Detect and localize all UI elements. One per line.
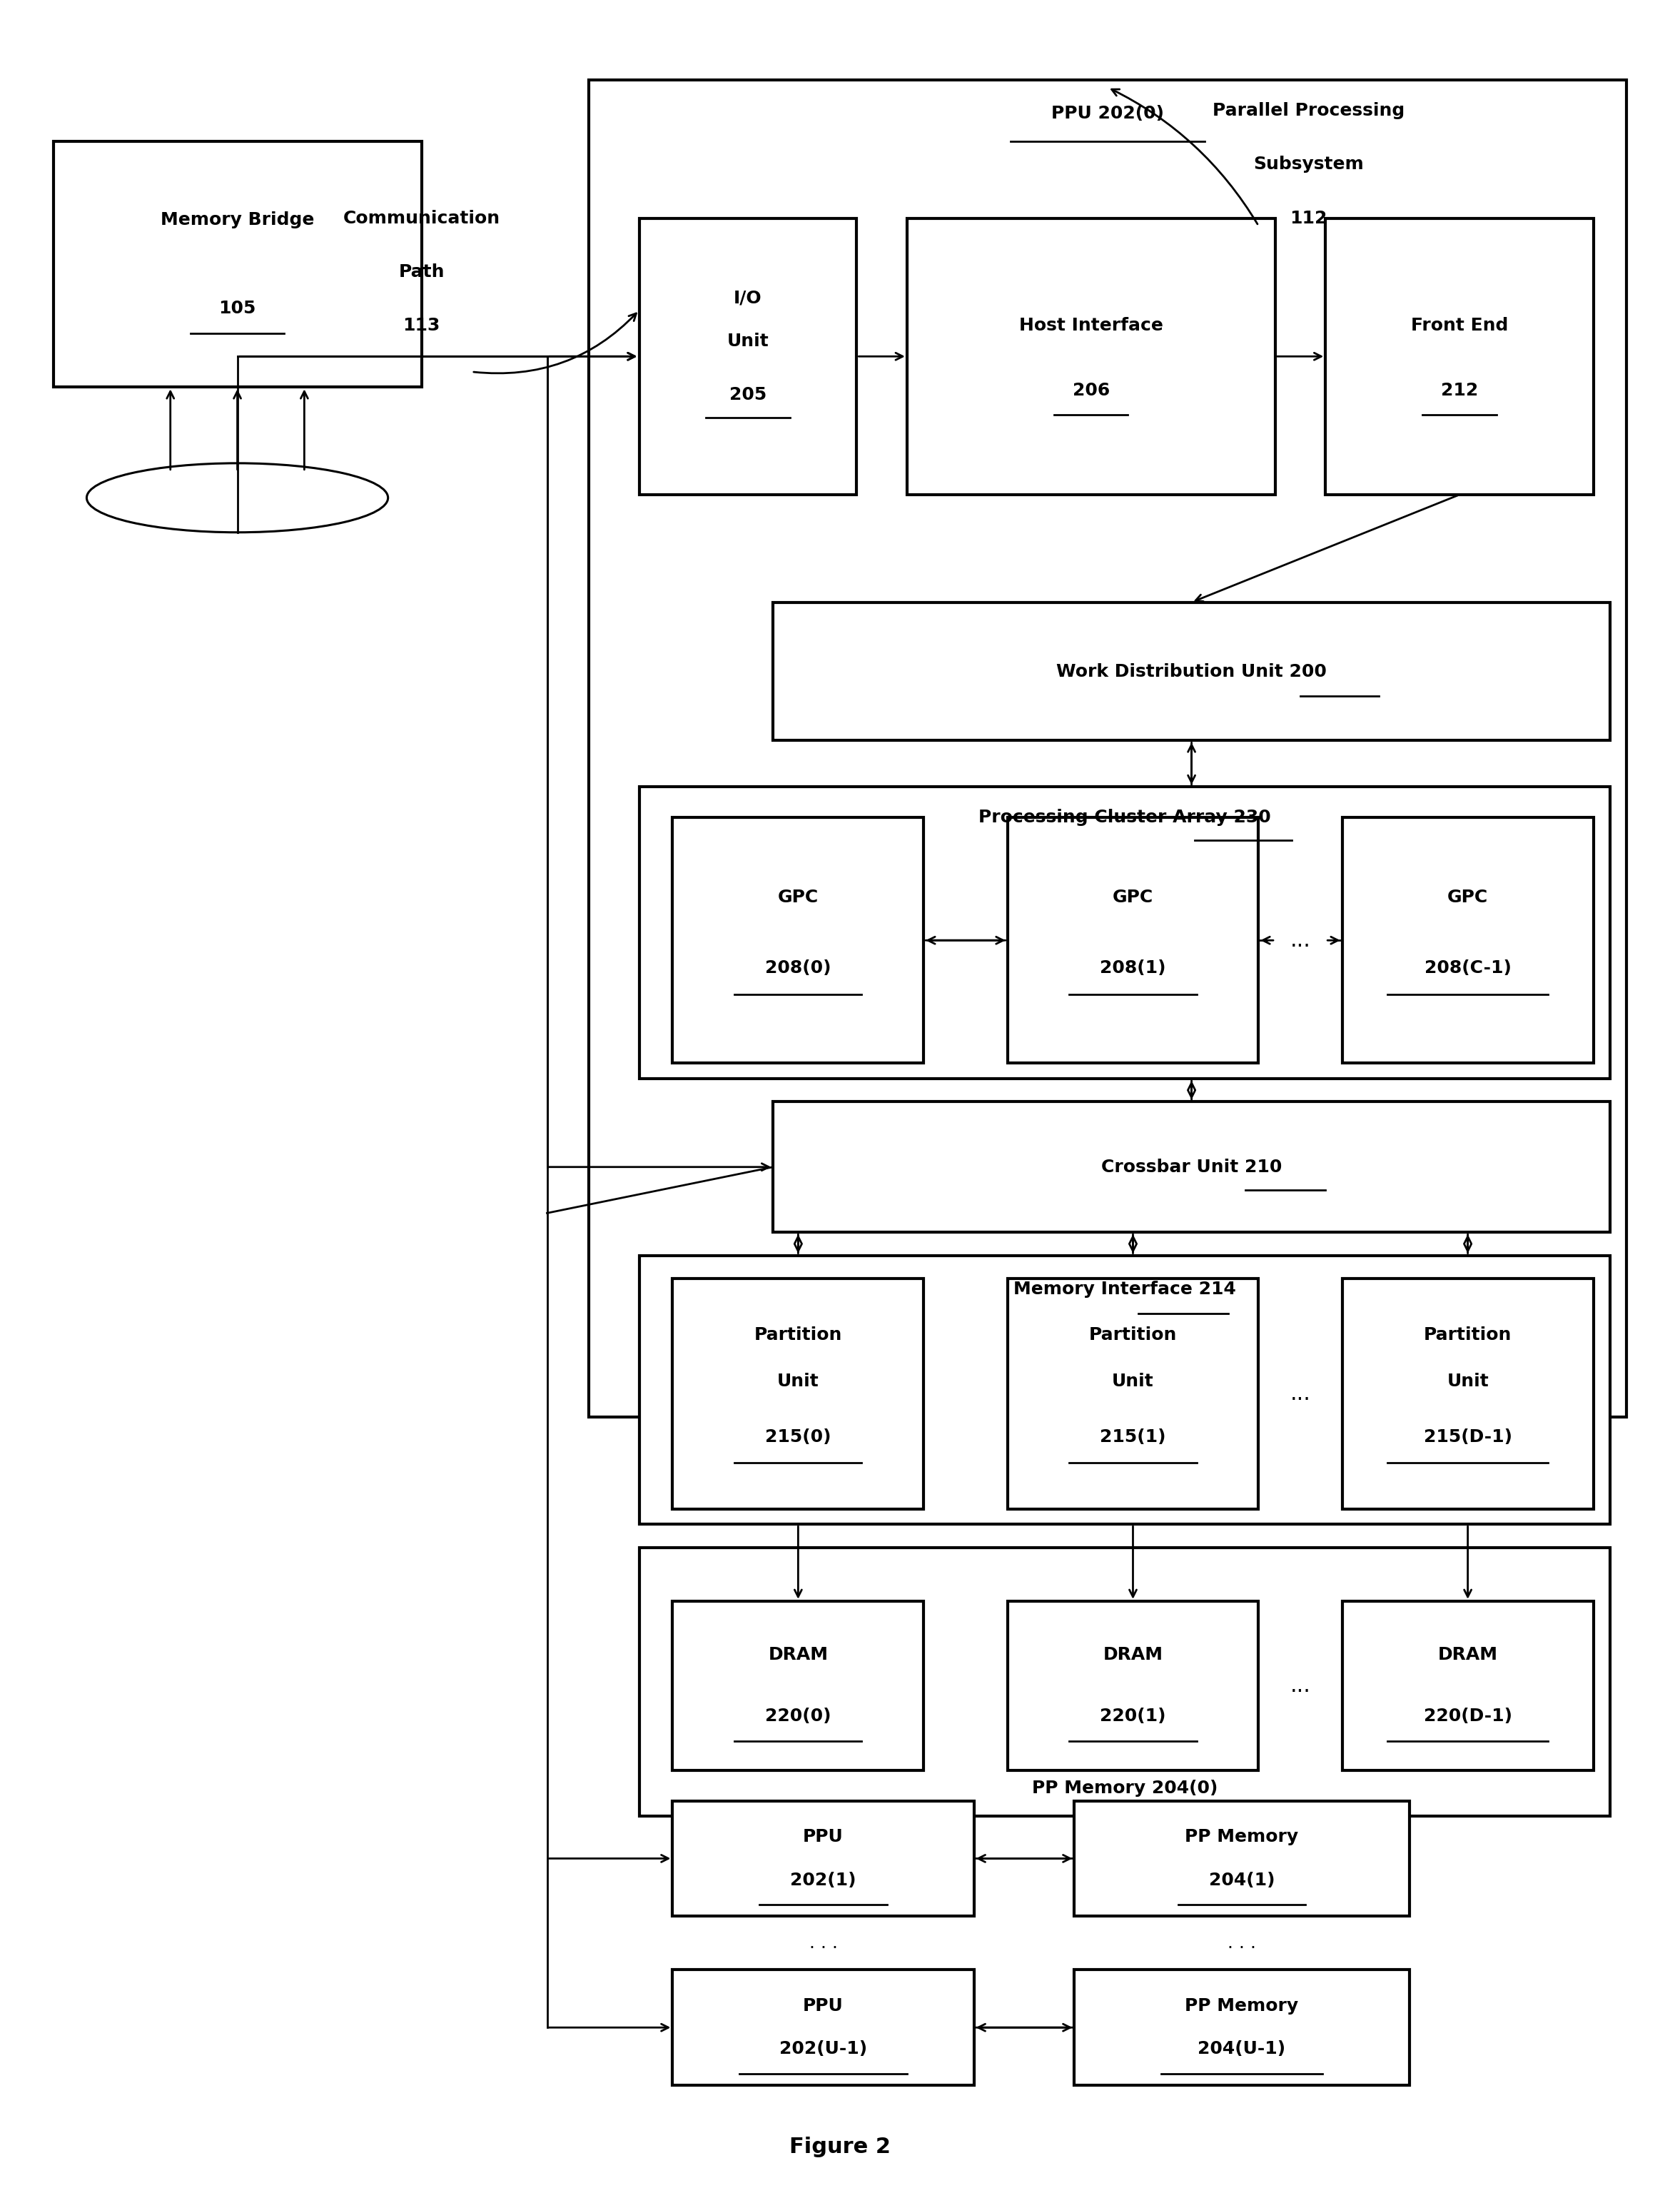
FancyBboxPatch shape [1075, 1969, 1410, 2085]
Text: 113: 113 [403, 317, 440, 335]
Text: PPU 202(0): PPU 202(0) [1052, 105, 1164, 123]
Text: 220(1): 220(1) [1100, 1709, 1166, 1724]
Text: . . .: . . . [1228, 1934, 1257, 1952]
FancyBboxPatch shape [672, 1602, 924, 1770]
Text: DRAM: DRAM [768, 1645, 828, 1663]
Text: 220(0): 220(0) [764, 1709, 832, 1724]
Text: 215(1): 215(1) [1100, 1429, 1166, 1446]
Text: Memory Bridge: Memory Bridge [161, 212, 314, 228]
FancyBboxPatch shape [1075, 1801, 1410, 1917]
Text: Unit: Unit [1112, 1372, 1154, 1389]
Text: 204(U-1): 204(U-1) [1198, 2041, 1285, 2057]
Text: 212: 212 [1441, 381, 1478, 398]
Text: 105: 105 [218, 300, 255, 317]
Text: GPC: GPC [778, 888, 818, 906]
FancyBboxPatch shape [672, 1278, 924, 1510]
FancyBboxPatch shape [1342, 1602, 1593, 1770]
Text: 112: 112 [1290, 210, 1327, 228]
Text: 208(1): 208(1) [1100, 958, 1166, 976]
FancyBboxPatch shape [638, 788, 1609, 1079]
Text: Unit: Unit [778, 1372, 820, 1389]
Text: 204(1): 204(1) [1210, 1871, 1275, 1888]
FancyBboxPatch shape [773, 1103, 1609, 1232]
Text: Path: Path [398, 263, 445, 280]
Text: Unit: Unit [1446, 1372, 1488, 1389]
FancyBboxPatch shape [773, 602, 1609, 740]
Text: PPU: PPU [803, 1829, 843, 1844]
Text: Host Interface: Host Interface [1020, 317, 1163, 335]
Text: I/O: I/O [734, 289, 763, 306]
FancyBboxPatch shape [1008, 1278, 1258, 1510]
Text: GPC: GPC [1448, 888, 1488, 906]
FancyBboxPatch shape [1008, 1602, 1258, 1770]
Text: ...: ... [1290, 930, 1310, 950]
Text: PP Memory: PP Memory [1184, 1829, 1299, 1844]
Text: ...: ... [1290, 1383, 1310, 1405]
Text: Front End: Front End [1411, 317, 1509, 335]
Text: GPC: GPC [1112, 888, 1154, 906]
Text: Crossbar Unit 210: Crossbar Unit 210 [1100, 1157, 1282, 1175]
Text: 220(D-1): 220(D-1) [1423, 1709, 1512, 1724]
Text: 208(C-1): 208(C-1) [1425, 958, 1512, 976]
FancyBboxPatch shape [1342, 818, 1593, 1063]
Text: ...: ... [1290, 1676, 1310, 1696]
FancyBboxPatch shape [638, 219, 857, 494]
Text: 208(0): 208(0) [764, 958, 832, 976]
Text: 202(1): 202(1) [790, 1871, 857, 1888]
Text: 206: 206 [1072, 381, 1110, 398]
Text: Subsystem: Subsystem [1253, 155, 1364, 173]
FancyBboxPatch shape [672, 1801, 974, 1917]
FancyBboxPatch shape [1008, 818, 1258, 1063]
Text: 202(U-1): 202(U-1) [780, 2041, 867, 2057]
FancyBboxPatch shape [672, 1969, 974, 2085]
Text: 215(D-1): 215(D-1) [1423, 1429, 1512, 1446]
Text: Figure 2: Figure 2 [790, 2135, 890, 2157]
FancyBboxPatch shape [1342, 1278, 1593, 1510]
Text: . . .: . . . [810, 1934, 838, 1952]
FancyBboxPatch shape [1326, 219, 1593, 494]
FancyBboxPatch shape [638, 1256, 1609, 1525]
Text: PPU: PPU [803, 1998, 843, 2015]
FancyBboxPatch shape [672, 818, 924, 1063]
Text: PP Memory: PP Memory [1184, 1998, 1299, 2015]
Text: Partition: Partition [1423, 1326, 1512, 1343]
Text: Parallel Processing: Parallel Processing [1213, 103, 1404, 118]
Text: Unit: Unit [727, 333, 769, 350]
Text: DRAM: DRAM [1104, 1645, 1163, 1663]
FancyBboxPatch shape [54, 142, 422, 387]
Text: 215(0): 215(0) [764, 1429, 832, 1446]
FancyBboxPatch shape [590, 79, 1626, 1416]
Text: 205: 205 [729, 387, 766, 403]
FancyBboxPatch shape [638, 1547, 1609, 1816]
Text: DRAM: DRAM [1438, 1645, 1499, 1663]
FancyBboxPatch shape [907, 219, 1275, 494]
Text: Memory Interface 214: Memory Interface 214 [1013, 1280, 1236, 1297]
Text: Partition: Partition [1089, 1326, 1178, 1343]
Text: Communication: Communication [343, 210, 501, 228]
Text: Work Distribution Unit 200: Work Distribution Unit 200 [1057, 663, 1327, 680]
Text: Processing Cluster Array 230: Processing Cluster Array 230 [978, 810, 1270, 825]
Text: PP Memory 204(0): PP Memory 204(0) [1032, 1781, 1218, 1796]
Text: Partition: Partition [754, 1326, 842, 1343]
Ellipse shape [87, 464, 388, 532]
